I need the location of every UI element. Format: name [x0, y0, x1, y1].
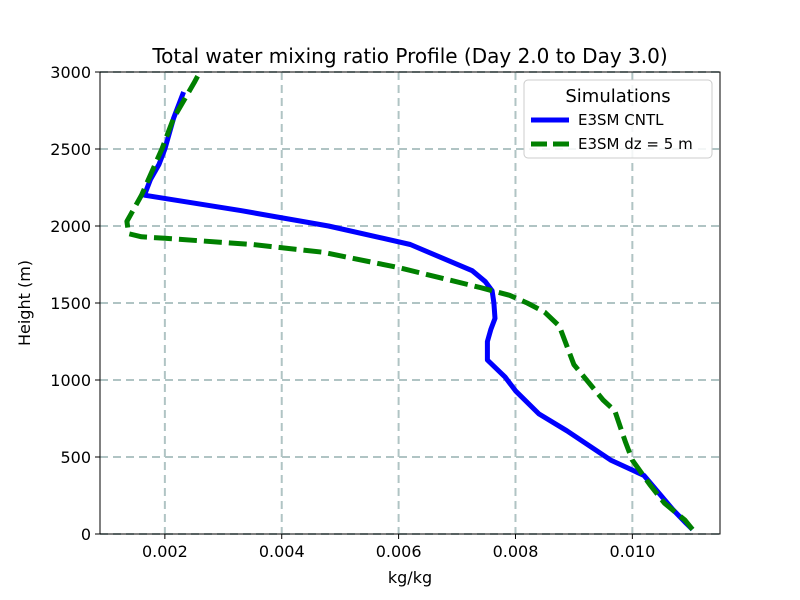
series-layer [124, 70, 695, 532]
x-tick-label: 0.010 [609, 542, 655, 561]
y-tick-label: 2500 [50, 140, 91, 159]
legend-box [523, 79, 713, 159]
legend-label-dz5: E3SM dz = 5 m [578, 135, 693, 153]
x-tick-label: 0.006 [376, 542, 422, 561]
x-tick-label: 0.004 [259, 542, 305, 561]
x-axis-label: kg/kg [388, 568, 432, 587]
x-tick-label: 0.002 [142, 542, 188, 561]
y-axis-label: Height (m) [15, 260, 34, 346]
grid [100, 71, 720, 535]
ticks: 0.002 0.004 0.006 0.008 0.010 0 500 1000 1500 200… [50, 63, 655, 561]
legend-title: Simulations [565, 86, 670, 107]
y-tick-label: 2000 [50, 217, 91, 236]
y-tick-label: 3000 [50, 63, 91, 82]
y-tick-label: 0 [81, 525, 91, 544]
x-tick-label: 0.008 [493, 542, 539, 561]
chart-title: Total water mixing ratio Profile (Day 2.… [151, 44, 667, 68]
series-line-dz5 [124, 70, 695, 531]
y-tick-label: 1500 [50, 294, 91, 313]
legend: Simulations E3SM CNTL E3SM dz = 5 m [523, 79, 713, 159]
y-tick-label: 500 [60, 448, 91, 467]
y-tick-label: 1000 [50, 371, 91, 390]
legend-label-cntl: E3SM CNTL [578, 111, 664, 129]
